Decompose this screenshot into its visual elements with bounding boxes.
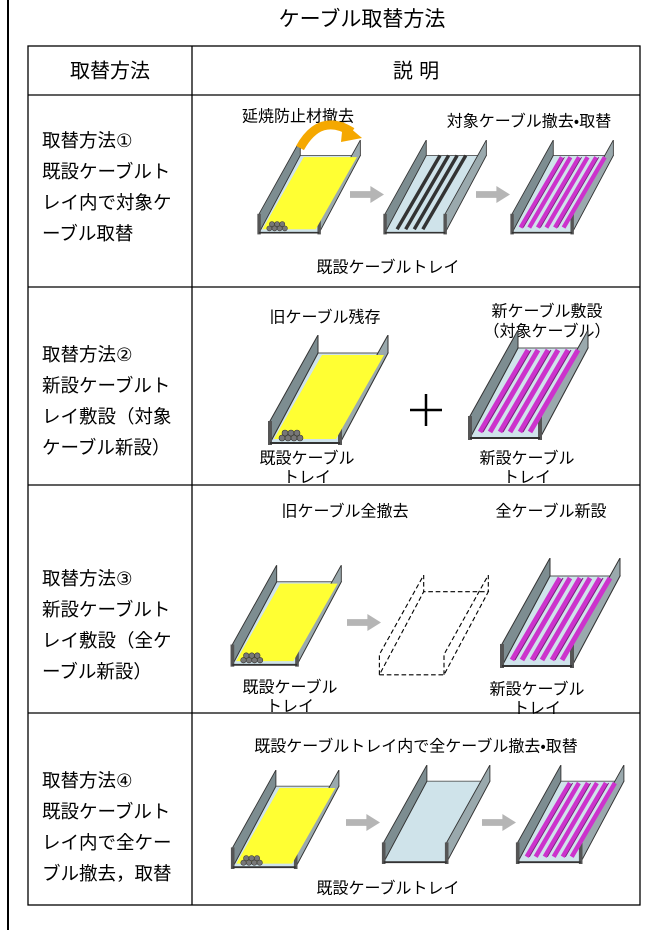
method-text: 取替方法① 既設ケーブルト レイ内で対象ケ ーブル取替 [42, 131, 172, 245]
table-border [27, 45, 641, 906]
method-line: 取替方法④ [42, 771, 133, 792]
header-cell: 取替方法 [70, 59, 150, 83]
tray-illustration [510, 140, 613, 234]
note: トレイ [266, 697, 314, 716]
method-line: 取替方法③ [42, 569, 133, 590]
method-line: 取替方法② [42, 345, 133, 366]
note: 既設ケーブル [242, 678, 337, 697]
method-line: 新設ケーブルト [42, 375, 170, 397]
method-text: 取替方法③ 新設ケーブルト レイ敷設（全ケ ーブル新設） [42, 569, 172, 683]
plus-sign [410, 394, 442, 426]
table-title: ケーブル取替方法 [279, 7, 446, 31]
note: 既設ケーブル [259, 449, 354, 468]
note: トレイ [503, 468, 551, 487]
note: 旧ケーブル全撤去 [281, 502, 408, 521]
tray-illustration [383, 140, 486, 234]
method-line: ーブル取替 [42, 223, 133, 245]
step-arrow [350, 186, 384, 203]
note: 既設ケーブルトレイ [316, 879, 459, 898]
step-arrow [482, 814, 516, 831]
removal-arrow-head [341, 122, 362, 142]
note: 新設ケーブル [489, 680, 584, 699]
method-line: 既設ケーブルト [42, 801, 170, 823]
method-text: 取替方法④ 既設ケーブルト レイ内で全ケー ブル撤去，取替 [42, 771, 172, 885]
tray-illustration [268, 335, 388, 445]
step-arrow [476, 186, 510, 203]
method-line: 取替方法① [42, 131, 133, 152]
method-text: 取替方法② 新設ケーブルト レイ敷設（対象 ケーブル新設） [42, 345, 172, 459]
note: トレイ [513, 699, 561, 718]
table-grid [27, 45, 641, 906]
method-line: レイ内で全ケー [42, 833, 172, 854]
header-cell: 説 明 [393, 59, 439, 83]
tray-illustration [500, 558, 620, 668]
method-line: ーブル新設） [42, 661, 152, 683]
note: 新設ケーブル [479, 449, 574, 468]
tray-illustration [468, 330, 588, 440]
note: 既設ケーブルトレイ [316, 258, 459, 277]
tray-illustration [378, 575, 489, 676]
method-line: ブル撤去，取替 [42, 863, 172, 885]
step-arrow [346, 814, 380, 831]
method-line: 既設ケーブルト [42, 161, 170, 183]
method-line: 新設ケーブルト [42, 599, 170, 621]
method-line: レイ敷設（全ケ [42, 631, 172, 652]
method-line: ケーブル新設） [42, 437, 170, 459]
note: 旧ケーブル残存 [269, 308, 380, 327]
tray-illustration [231, 565, 342, 667]
note: 既設ケーブルトレイ内で全ケーブル撤去・取替 [254, 737, 578, 756]
tray-illustration [257, 140, 360, 234]
tray-illustration [516, 765, 624, 864]
note: トレイ [283, 468, 331, 487]
note: 対象ケーブル撤去・取替 [447, 112, 611, 131]
tray-illustration [231, 770, 339, 869]
tray-illustration [380, 765, 491, 865]
note: 全ケーブル新設 [495, 502, 606, 521]
step-arrow [347, 614, 381, 631]
method-line: レイ内で対象ケ [42, 193, 172, 214]
note: （対象ケーブル） [483, 322, 610, 341]
note: 新ケーブル敷設 [491, 302, 602, 321]
method-line: レイ敷設（対象 [42, 407, 172, 428]
